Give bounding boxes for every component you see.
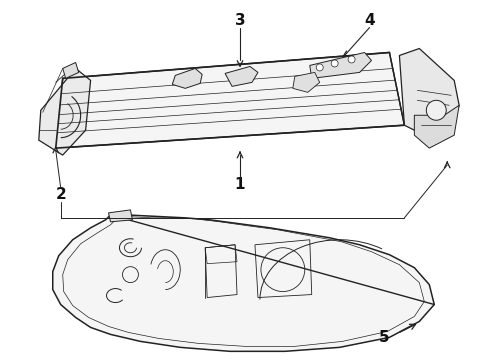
Polygon shape (399, 49, 459, 140)
Circle shape (426, 100, 446, 120)
Circle shape (316, 64, 323, 71)
Polygon shape (172, 68, 202, 88)
Polygon shape (310, 53, 371, 78)
Polygon shape (293, 72, 319, 92)
Polygon shape (108, 210, 132, 222)
Text: 1: 1 (235, 177, 245, 193)
Polygon shape (56, 53, 404, 148)
Polygon shape (63, 62, 78, 78)
Text: 4: 4 (364, 13, 375, 28)
Polygon shape (225, 67, 258, 86)
Circle shape (348, 56, 355, 63)
Text: 2: 2 (55, 188, 66, 202)
Polygon shape (39, 68, 91, 155)
Text: 5: 5 (379, 330, 390, 345)
Text: 3: 3 (235, 13, 245, 28)
Polygon shape (53, 215, 434, 351)
Polygon shape (415, 105, 459, 148)
Circle shape (331, 60, 338, 67)
